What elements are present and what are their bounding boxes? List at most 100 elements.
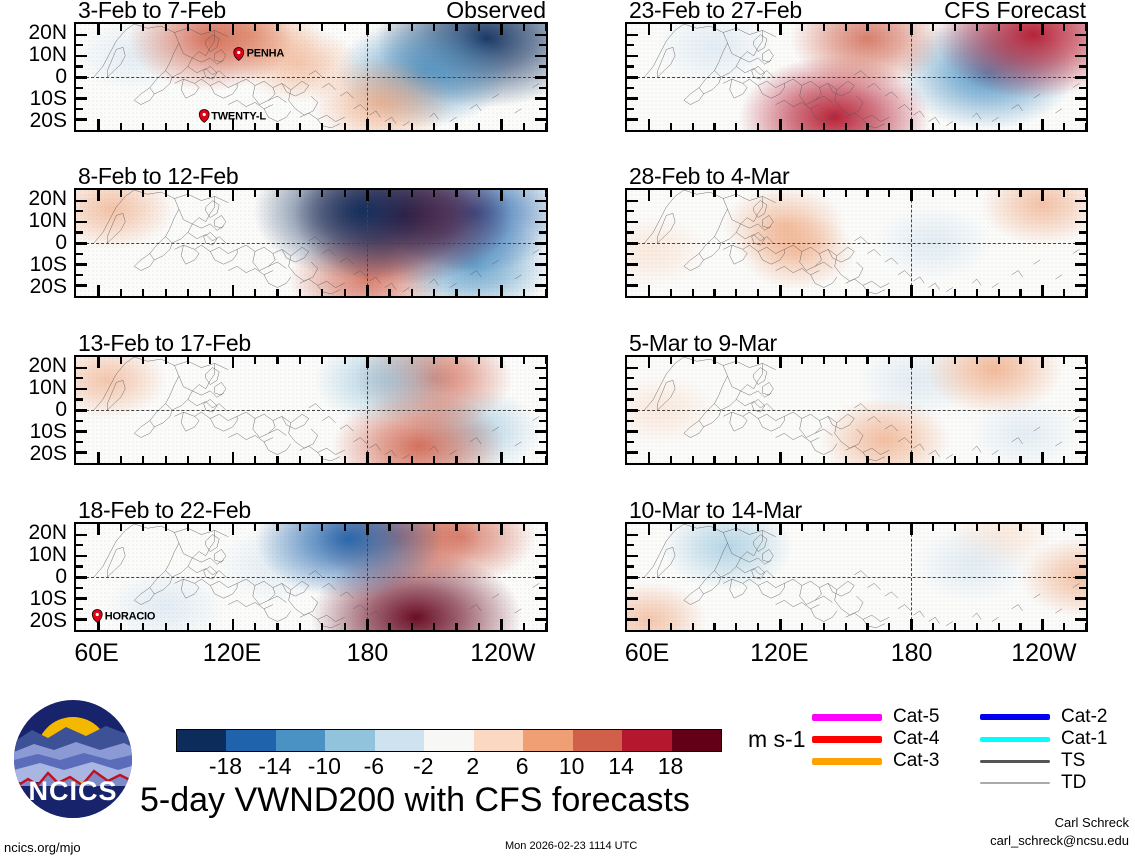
axis-tick bbox=[822, 357, 825, 364]
axis-tick bbox=[757, 357, 760, 364]
panel-title-obs-3: 13-Feb to 17-Feb bbox=[78, 330, 251, 356]
author-name: Carl Schreck bbox=[1054, 815, 1129, 830]
axis-tick bbox=[254, 623, 257, 630]
legend-label: TD bbox=[1061, 772, 1087, 793]
axis-tick bbox=[76, 387, 87, 391]
axis-tick bbox=[931, 456, 935, 463]
y-axis-label: 20S bbox=[29, 109, 67, 132]
axis-tick bbox=[888, 524, 891, 531]
axis-tick bbox=[321, 357, 324, 364]
axis-tick bbox=[535, 199, 546, 203]
legend-label: Cat-3 bbox=[893, 750, 940, 771]
x-axis-label: 180 bbox=[346, 639, 389, 667]
axis-tick bbox=[76, 419, 83, 422]
axis-tick bbox=[1079, 440, 1086, 443]
axis-tick bbox=[647, 524, 651, 535]
axis-tick bbox=[119, 456, 122, 463]
axis-tick bbox=[545, 123, 546, 130]
axis-tick bbox=[388, 190, 391, 197]
dateline-marker bbox=[366, 524, 368, 630]
axis-tick bbox=[209, 190, 212, 197]
axis-tick bbox=[321, 123, 324, 130]
axis-tick bbox=[669, 190, 672, 197]
axis-tick bbox=[186, 357, 190, 364]
axis-tick bbox=[975, 24, 978, 31]
axis-tick bbox=[931, 289, 935, 296]
axis-tick bbox=[276, 623, 279, 630]
axis-tick bbox=[627, 366, 638, 370]
axis-tick bbox=[539, 419, 546, 422]
axis-tick bbox=[539, 273, 546, 276]
axis-tick bbox=[298, 190, 301, 197]
axis-tick bbox=[231, 190, 235, 201]
axis-tick bbox=[1075, 263, 1086, 266]
axis-tick bbox=[522, 623, 525, 630]
axis-tick bbox=[627, 242, 638, 245]
axis-tick bbox=[76, 607, 83, 610]
legend-column-right: Cat-2 Cat-1 TS TD bbox=[980, 706, 1107, 794]
axis-tick bbox=[647, 357, 651, 368]
axis-tick bbox=[1041, 119, 1044, 130]
axis-tick bbox=[669, 456, 672, 463]
axis-tick bbox=[539, 377, 546, 380]
logo-wordmark: NCICS bbox=[28, 776, 118, 807]
axis-tick bbox=[545, 524, 546, 531]
dateline-marker bbox=[366, 190, 368, 296]
axis-tick bbox=[713, 357, 716, 364]
dateline-marker bbox=[366, 357, 368, 463]
axis-tick bbox=[522, 456, 525, 463]
axis-tick bbox=[76, 398, 83, 401]
axis-tick bbox=[545, 24, 546, 31]
axis-tick bbox=[735, 357, 738, 364]
axis-tick bbox=[627, 54, 638, 58]
axis-tick bbox=[627, 107, 634, 110]
map-panel-obs-3: 13-Feb to 17-Feb 20N 10N 0 10S 20S bbox=[28, 330, 548, 465]
axis-tick bbox=[735, 123, 738, 130]
axis-tick bbox=[276, 190, 279, 197]
map-panel-cfs-1: 23-Feb to 27-Feb CFS Forecast bbox=[625, 0, 1088, 132]
map-canvas bbox=[625, 188, 1088, 298]
axis-tick bbox=[778, 619, 782, 630]
axis-tick bbox=[164, 123, 167, 130]
y-axis-label: 10N bbox=[28, 209, 67, 232]
axis-tick bbox=[410, 623, 413, 630]
axis-tick bbox=[953, 190, 957, 197]
axis-tick bbox=[545, 289, 546, 296]
coastlines bbox=[76, 190, 546, 296]
axis-tick bbox=[1041, 452, 1044, 463]
axis-tick bbox=[713, 289, 716, 296]
y-axis-label: 20N bbox=[28, 354, 67, 377]
axis-tick bbox=[800, 456, 804, 463]
axis-tick bbox=[321, 24, 324, 31]
axis-tick bbox=[535, 533, 546, 537]
axis-tick bbox=[231, 285, 235, 296]
axis-tick bbox=[231, 119, 235, 130]
axis-tick bbox=[931, 357, 935, 364]
axis-tick bbox=[910, 524, 913, 535]
axis-tick bbox=[627, 409, 638, 412]
axis-tick bbox=[757, 24, 760, 31]
author-email: carl_schreck@ncsu.edu bbox=[990, 832, 1129, 848]
axis-tick bbox=[691, 190, 694, 197]
axis-tick bbox=[545, 190, 546, 197]
axis-tick bbox=[276, 524, 279, 531]
axis-tick bbox=[343, 623, 346, 630]
axis-tick bbox=[691, 623, 694, 630]
coastlines bbox=[76, 524, 546, 630]
axis-tick bbox=[822, 289, 825, 296]
axis-tick bbox=[76, 210, 83, 213]
axis-tick bbox=[1063, 524, 1066, 531]
axis-tick bbox=[888, 123, 891, 130]
map-panel-obs-1: 3-Feb to 7-Feb Observed PENHA TWENTY-L 20N 10… bbox=[28, 0, 548, 132]
axis-tick bbox=[1063, 289, 1066, 296]
y-axis-label: 20S bbox=[29, 609, 67, 632]
equator-line bbox=[627, 410, 1086, 411]
axis-tick bbox=[142, 289, 145, 296]
colorbar-swatch bbox=[177, 730, 227, 751]
axis-tick bbox=[365, 119, 369, 130]
axis-tick bbox=[953, 123, 957, 130]
axis-tick bbox=[500, 524, 503, 535]
axis-tick bbox=[539, 231, 546, 234]
axis-tick bbox=[365, 24, 369, 35]
axis-tick bbox=[97, 357, 100, 368]
